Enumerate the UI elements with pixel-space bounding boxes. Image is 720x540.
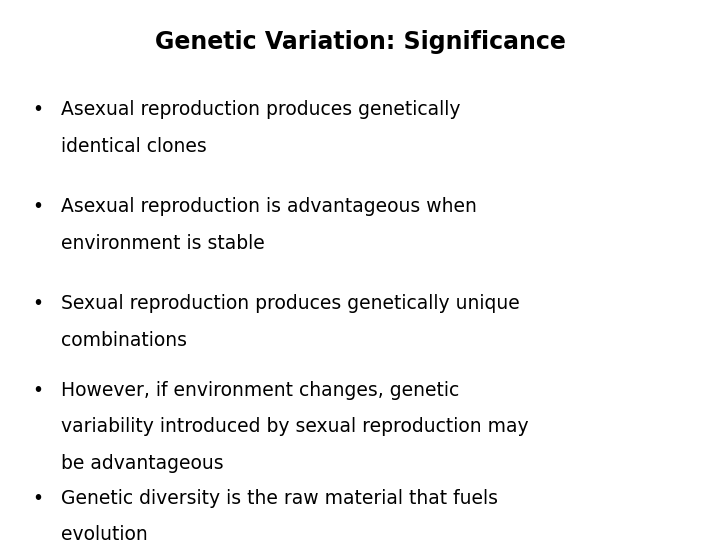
Text: Asexual reproduction produces genetically: Asexual reproduction produces geneticall… [61, 100, 461, 119]
Text: combinations: combinations [61, 331, 187, 350]
Text: However, if environment changes, genetic: However, if environment changes, genetic [61, 381, 459, 400]
Text: Genetic diversity is the raw material that fuels: Genetic diversity is the raw material th… [61, 489, 498, 508]
Text: be advantageous: be advantageous [61, 454, 224, 473]
Text: •: • [32, 197, 43, 216]
Text: Genetic Variation: Significance: Genetic Variation: Significance [155, 30, 565, 53]
Text: •: • [32, 381, 43, 400]
Text: Sexual reproduction produces genetically unique: Sexual reproduction produces genetically… [61, 294, 520, 313]
Text: Asexual reproduction is advantageous when: Asexual reproduction is advantageous whe… [61, 197, 477, 216]
Text: •: • [32, 489, 43, 508]
Text: evolution: evolution [61, 525, 148, 540]
Text: identical clones: identical clones [61, 137, 207, 156]
Text: •: • [32, 294, 43, 313]
Text: variability introduced by sexual reproduction may: variability introduced by sexual reprodu… [61, 417, 528, 436]
Text: •: • [32, 100, 43, 119]
Text: environment is stable: environment is stable [61, 234, 265, 253]
